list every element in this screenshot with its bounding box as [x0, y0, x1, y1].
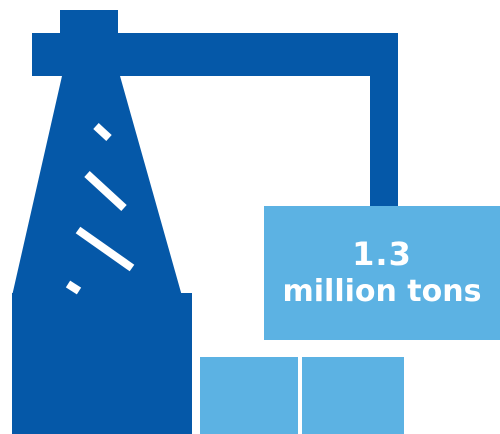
tower-stripe — [65, 280, 82, 295]
ground-container-right — [302, 357, 404, 434]
ground-container-left — [200, 357, 298, 434]
tower-stripe — [93, 123, 112, 141]
crane-hoist-cable — [370, 76, 398, 208]
suspended-container — [264, 206, 500, 340]
tower-stripes — [65, 123, 135, 295]
tower-stripe — [75, 226, 135, 272]
crane-base — [12, 293, 192, 434]
tonnage-label: 1.3 million tons — [264, 206, 500, 340]
crane-jib — [32, 33, 398, 76]
crane-mast-cap — [60, 10, 118, 36]
tonnage-value: 1.3 — [352, 235, 412, 274]
tower-stripe — [84, 171, 127, 211]
tonnage-unit: million tons — [282, 274, 482, 310]
